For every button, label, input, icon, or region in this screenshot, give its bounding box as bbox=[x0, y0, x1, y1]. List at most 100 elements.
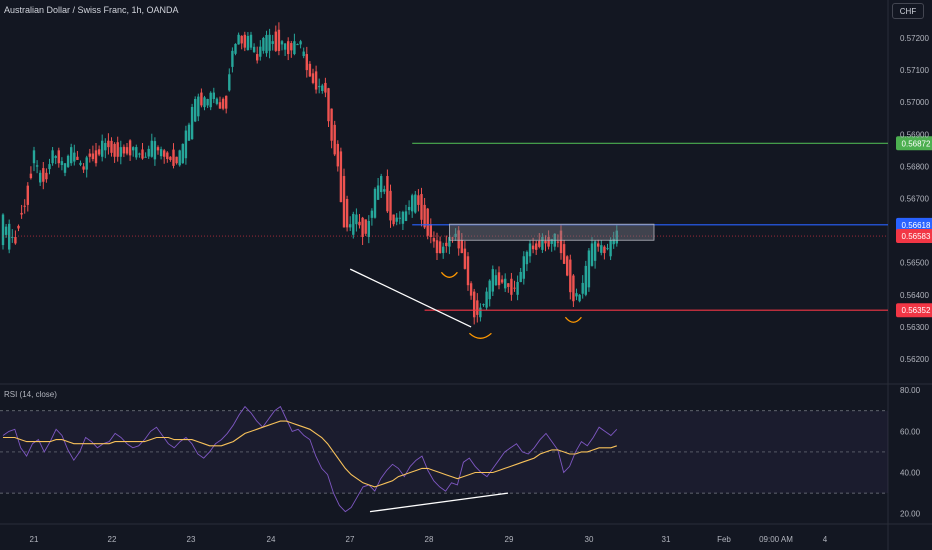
candle-body bbox=[60, 161, 64, 166]
rsi-tick-label: 80.00 bbox=[900, 386, 921, 395]
resistance-zone bbox=[448, 223, 655, 241]
candle-body bbox=[460, 240, 463, 254]
candle-body bbox=[473, 291, 476, 318]
candle-body bbox=[550, 238, 553, 244]
price-tick-label: 0.56700 bbox=[900, 195, 929, 204]
candle-body bbox=[48, 164, 51, 170]
candle-body bbox=[476, 300, 479, 315]
candle-body bbox=[587, 250, 591, 288]
candle-body bbox=[349, 224, 352, 228]
candle-body bbox=[386, 176, 389, 212]
candle-body bbox=[342, 176, 346, 228]
candle-body bbox=[612, 238, 615, 245]
price-badge-label: 0.56352 bbox=[902, 306, 931, 315]
candle-body bbox=[51, 150, 54, 164]
candle-body bbox=[190, 107, 194, 140]
candle-body bbox=[262, 38, 265, 51]
candle-body bbox=[215, 98, 219, 104]
candle-body bbox=[606, 248, 609, 250]
currency-button[interactable]: CHF bbox=[892, 3, 924, 19]
candle-body bbox=[42, 168, 45, 182]
candle-body bbox=[82, 166, 85, 170]
candle-body bbox=[435, 240, 439, 254]
candle-body bbox=[178, 150, 181, 166]
candle-body bbox=[500, 279, 504, 283]
candle-body bbox=[407, 206, 411, 211]
candle-body bbox=[497, 272, 501, 286]
candle-body bbox=[531, 245, 535, 250]
candle-body bbox=[252, 46, 256, 53]
candle-body bbox=[432, 238, 436, 242]
candle-body bbox=[522, 256, 525, 279]
candle-body bbox=[569, 259, 572, 293]
candle-body bbox=[200, 92, 203, 106]
drawings-layer bbox=[3, 142, 888, 339]
candle-body bbox=[104, 142, 107, 151]
candle-body bbox=[562, 244, 566, 264]
candle-body bbox=[265, 34, 268, 54]
price-tick-label: 0.56400 bbox=[900, 291, 929, 300]
time-tick-label: 24 bbox=[267, 535, 276, 544]
candle-body bbox=[172, 149, 175, 166]
candle-body bbox=[404, 211, 408, 221]
candle-body bbox=[11, 236, 14, 238]
price-tick-label: 0.56800 bbox=[900, 162, 929, 171]
candle-body bbox=[590, 243, 594, 266]
candle-body bbox=[451, 237, 454, 239]
candle-body bbox=[194, 98, 197, 122]
candle-body bbox=[603, 246, 606, 254]
candle-body bbox=[271, 41, 274, 44]
candle-body bbox=[442, 246, 445, 254]
price-badge-label: 0.56583 bbox=[902, 232, 931, 241]
candle-body bbox=[268, 34, 271, 51]
candle-body bbox=[243, 34, 246, 48]
candle-body bbox=[485, 291, 488, 308]
candle-body bbox=[559, 230, 563, 254]
candle-body bbox=[466, 256, 470, 286]
candle-body bbox=[491, 269, 494, 292]
price-badge bbox=[896, 136, 932, 151]
candle-body bbox=[314, 71, 318, 90]
pattern-arc bbox=[564, 316, 582, 323]
candle-body bbox=[345, 198, 349, 228]
candle-body bbox=[479, 307, 482, 318]
candle-body bbox=[135, 147, 138, 158]
time-tick-label: 4 bbox=[823, 535, 828, 544]
candle-body bbox=[615, 230, 618, 244]
candle-body bbox=[39, 172, 42, 183]
price-pane bbox=[1, 22, 618, 325]
candle-body bbox=[516, 281, 519, 295]
candle-body bbox=[395, 217, 398, 222]
candle-body bbox=[448, 237, 451, 247]
candle-body bbox=[17, 225, 20, 229]
candle-body bbox=[234, 43, 237, 54]
candle-body bbox=[581, 282, 584, 294]
candle-body bbox=[469, 283, 473, 296]
candle-body bbox=[352, 213, 355, 235]
candle-body bbox=[318, 86, 321, 88]
price-tick-label: 0.56200 bbox=[900, 355, 929, 364]
candle-body bbox=[547, 237, 550, 247]
candle-body bbox=[482, 304, 485, 306]
candle-body bbox=[398, 217, 401, 219]
candle-body bbox=[426, 208, 429, 236]
candle-body bbox=[308, 63, 312, 77]
candle-body bbox=[333, 124, 336, 155]
candle-body bbox=[293, 41, 296, 55]
candle-body bbox=[420, 194, 423, 220]
candle-body bbox=[107, 140, 110, 148]
candle-body bbox=[597, 243, 600, 247]
time-tick-label: 29 bbox=[505, 535, 514, 544]
candle-body bbox=[411, 195, 414, 212]
candle-body bbox=[429, 224, 432, 238]
candle-body bbox=[132, 147, 135, 151]
candle-body bbox=[197, 96, 200, 117]
candle-body bbox=[538, 240, 541, 247]
rsi-line bbox=[2, 405, 618, 513]
candle-body bbox=[507, 283, 510, 287]
price-tick-label: 0.56300 bbox=[900, 323, 929, 332]
candle-body bbox=[70, 147, 73, 164]
candle-body bbox=[8, 223, 11, 250]
rsi-tick-label: 40.00 bbox=[900, 469, 921, 478]
